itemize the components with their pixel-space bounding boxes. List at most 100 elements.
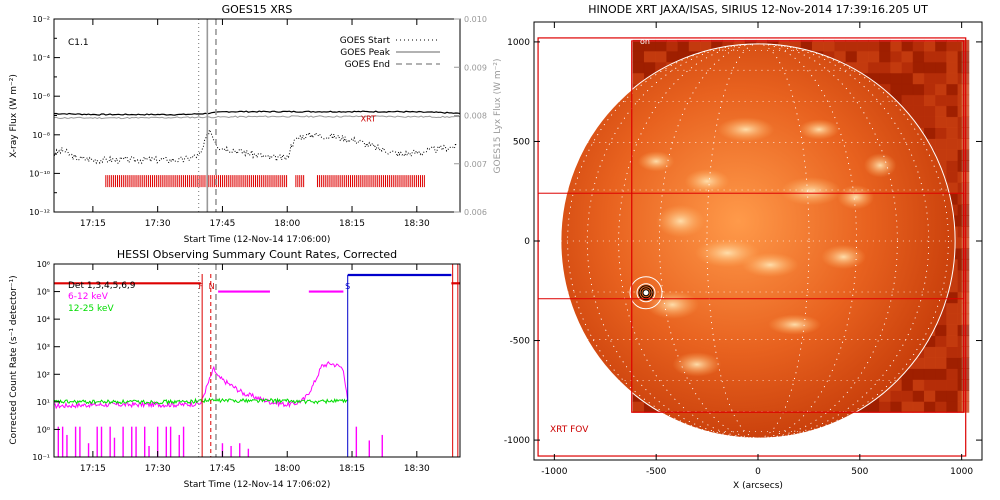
solar-features — [560, 43, 956, 439]
xrt-pixel-block — [946, 182, 959, 194]
xrt-pixel-block — [655, 39, 667, 52]
xrt-pixel-block — [879, 61, 891, 74]
xrt-pixel-block — [677, 50, 690, 63]
legend-6-12-kev: 6-12 keV — [68, 292, 109, 302]
goes-y2tick-label: 0.009 — [464, 63, 487, 72]
xrt-pixel-block — [901, 50, 914, 63]
hessi-xtick-label: 18:30 — [404, 464, 430, 474]
hessi-ytick-label: 10¹ — [37, 398, 50, 407]
xrt-pixel-block — [946, 401, 959, 413]
legend-goes-start: GOES Start — [340, 36, 391, 46]
longitude-gridline — [586, 43, 930, 439]
xrt-pixel-block — [677, 39, 690, 52]
xrt-pixel-block — [935, 401, 947, 413]
xrt-pixel-block — [912, 94, 925, 107]
xrt-pixel-block — [946, 368, 959, 380]
xrt-pixel-block — [901, 401, 914, 413]
xrt-pixel-block — [800, 39, 813, 52]
flare-contour-outer — [629, 276, 663, 310]
xrt-pixel-block — [946, 72, 959, 85]
active-region-patch — [741, 252, 799, 278]
xrt-pixel-block — [935, 83, 947, 96]
xrt-pixel-block — [923, 94, 936, 107]
flare-contour — [638, 285, 654, 301]
xrt-pixel-block — [643, 61, 656, 74]
xrt-pixel-block — [890, 379, 903, 391]
xrt-pixel-block — [946, 335, 959, 348]
hessi-ytick-label: 10⁶ — [37, 260, 50, 269]
xrt-xtick-label: -1000 — [541, 467, 567, 477]
goes-ylabel: X-ray Flux (W m⁻²) — [9, 74, 19, 158]
xrt-pixel-block — [923, 401, 936, 413]
xrt-pixel-block — [834, 39, 847, 52]
xrt-pixel-block — [946, 313, 959, 326]
xrt-pixel-block — [688, 39, 701, 52]
goes-xlabel: Start Time (12-Nov-14 17:06:00) — [184, 235, 331, 245]
xrt-pixel-block — [901, 390, 914, 402]
goes-long-channel-line — [54, 110, 460, 116]
xrt-pixel-block — [879, 83, 891, 96]
xrt-pixel-block — [655, 61, 667, 74]
xrt-pixel-block — [946, 280, 959, 293]
xrt-pixel-block — [946, 116, 959, 129]
xrt-pixel-block — [912, 390, 925, 402]
xrt-pixel-block — [901, 83, 914, 96]
xrt-pixel-block — [935, 335, 947, 348]
xrt-pixel-block — [935, 39, 947, 52]
xrt-pixel-block — [632, 39, 645, 52]
xrt-pixel-block — [946, 94, 959, 107]
xrt-pixel-block — [946, 138, 959, 150]
xrt-pixel-block — [923, 83, 936, 96]
xrt-pixel-block — [923, 72, 936, 85]
xrt-pixel-block — [643, 39, 656, 52]
goes-xtick-label: 18:30 — [404, 219, 430, 229]
xrt-pixel-block — [890, 401, 903, 413]
active-region-patch — [637, 151, 675, 172]
goes-axes: 17:15 17:30 17:45 18:00 18:15 18:30 10⁻¹² 10⁻¹⁰… — [29, 15, 487, 229]
legend-goes-peak: GOES Peak — [340, 48, 390, 58]
goes-ytick-label: 10⁻¹⁰ — [29, 169, 50, 178]
hessi-legend: Det 1,3,4,5,6,9 6-12 keV 12-25 keV — [68, 281, 136, 314]
xrt-pixel-block — [946, 83, 959, 96]
xrt-pixel-block — [643, 50, 656, 63]
xrt-pixel-block — [923, 116, 936, 129]
xrt-pixel-block — [845, 39, 858, 52]
hessi-axes-frame — [53, 263, 461, 458]
goes-xtick-label: 17:30 — [145, 219, 171, 229]
xrt-pixel-block — [867, 401, 880, 413]
xrt-pixel-block — [946, 291, 959, 304]
xrt-pixel-block — [856, 50, 869, 63]
xrt-pixel-block — [912, 61, 925, 74]
xrt-pixel-block — [666, 39, 679, 52]
active-region-patch — [694, 238, 761, 268]
xrt-pixel-block — [946, 171, 959, 183]
xrt-ytick-label: -1000 — [504, 436, 530, 446]
xrt-pixel-block — [890, 72, 903, 85]
xrt-pixel-block — [935, 160, 947, 172]
goes-y2label: GOES15 Lyx Flux (W m⁻²) — [493, 59, 503, 174]
hessi-axes: 17:15 17:30 17:45 18:00 18:15 18:30 10⁻¹ 10⁰ 10¹… — [32, 260, 430, 474]
xrt-pixel-block — [923, 390, 936, 402]
xrt-pixel-block — [901, 94, 914, 107]
xrt-pixel-block — [666, 50, 679, 63]
solar-limb — [560, 43, 956, 439]
xrt-pixel-block — [935, 127, 947, 139]
xrt-pixel-block — [935, 50, 947, 63]
xrt-pixel-block — [912, 83, 925, 96]
xrt-pixel-block — [935, 324, 947, 337]
active-region-patch — [780, 176, 842, 206]
xrt-pixel-block — [946, 357, 959, 369]
solar-disk — [560, 43, 956, 439]
xrt-corner-label: on — [640, 37, 650, 46]
longitude-gridline — [706, 43, 810, 439]
active-region-patch — [768, 314, 822, 335]
hessi-12-25-kev-line — [54, 397, 348, 406]
xrt-panel: HINODE XRT JAXA/ISAS, SIRIUS 12-Nov-2014… — [504, 3, 983, 491]
xrt-pixel-block — [923, 61, 936, 74]
active-region-patch — [684, 169, 730, 194]
xrt-pixel-block — [655, 50, 667, 63]
xrt-pixel-block — [867, 39, 880, 52]
hessi-ytick-label: 10⁴ — [37, 315, 50, 324]
xrt-pixel-block — [935, 149, 947, 161]
xrt-pixel-block — [923, 335, 936, 348]
